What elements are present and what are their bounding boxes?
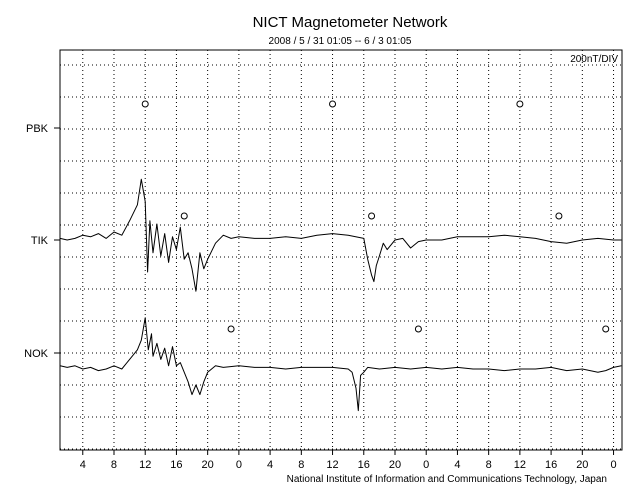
station-label: TIK [31,235,49,247]
chart-title: NICT Magnetometer Network [253,14,448,31]
x-tick-label: 12 [139,459,151,471]
x-tick-label: 20 [202,459,214,471]
x-tick-label: 4 [454,459,460,471]
local-noon-marker [516,100,524,108]
local-noon-marker [414,325,422,333]
x-tick-label: 16 [170,459,182,471]
local-noon-marker [602,325,610,333]
local-noon-marker [180,212,188,220]
scale-label: 200nT/DIV [570,54,618,65]
plot-frame [59,49,623,451]
series-line-nok [59,317,622,412]
local-noon-marker [227,325,235,333]
x-tick-label: 12 [514,459,526,471]
x-tick-label: 0 [610,459,616,471]
local-noon-marker [368,212,376,220]
x-tick-label: 16 [358,459,370,471]
x-tick-label: 4 [267,459,273,471]
x-tick-label: 20 [576,459,588,471]
footer-credit: National Institute of Information and Co… [287,474,607,485]
x-axis: 4 8 12 16 20 0 4 8 12 16 20 0 4 8 12 16 20 0 [80,450,617,471]
x-tick-label: 0 [423,459,429,471]
stations: PBK TIK NOK [24,100,622,412]
grid [60,50,622,450]
x-tick-label: 0 [236,459,242,471]
station-label: PBK [26,123,49,135]
x-tick-label: 8 [111,459,117,471]
local-noon-marker [329,100,337,108]
series-line-tik [59,178,622,292]
local-noon-marker [555,212,563,220]
x-tick-label: 4 [80,459,86,471]
x-tick-label: 8 [486,459,492,471]
chart-subtitle: 2008 / 5 / 31 01:05 -- 6 / 3 01:05 [269,36,412,47]
local-noon-marker [141,100,149,108]
x-tick-label: 20 [389,459,401,471]
x-tick-label: 16 [545,459,557,471]
x-tick-label: 12 [326,459,338,471]
station-label: NOK [24,348,49,360]
x-tick-label: 8 [298,459,304,471]
